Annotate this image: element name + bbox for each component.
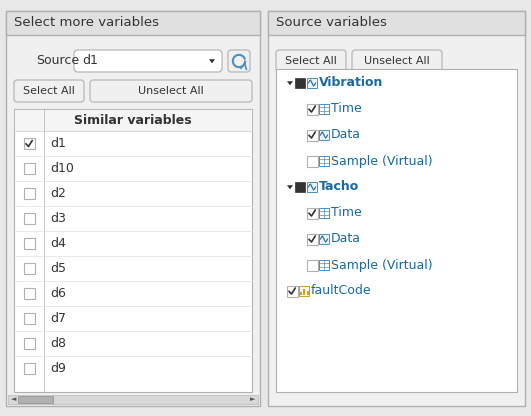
Bar [23,188,35,199]
Text: faultCode: faultCode [311,285,372,297]
Bar [23,213,35,224]
Text: Sample (Virtual): Sample (Virtual) [331,258,433,272]
Text: Unselect All: Unselect All [364,56,430,66]
FancyBboxPatch shape [74,50,222,72]
Text: d4: d4 [50,237,66,250]
Bar [23,263,35,274]
Text: Source: Source [36,54,79,67]
FancyBboxPatch shape [228,50,250,72]
Polygon shape [287,81,293,85]
Bar [287,285,297,297]
FancyBboxPatch shape [276,50,346,72]
Bar [300,292,302,295]
Bar [14,109,252,392]
Bar [306,233,318,245]
Bar [307,78,317,88]
Bar [307,290,309,295]
Bar [319,130,329,140]
Bar [23,138,35,149]
Bar [319,104,329,114]
Bar [306,260,318,270]
Text: Data: Data [331,233,361,245]
Bar [268,11,525,35]
Text: ◄: ◄ [11,396,16,403]
Bar [303,289,305,295]
Bar [6,11,260,35]
Bar [319,156,329,166]
Bar [23,338,35,349]
Bar [295,182,305,192]
Text: d2: d2 [50,187,66,200]
Text: d8: d8 [50,337,66,350]
Text: d6: d6 [50,287,66,300]
Text: d1: d1 [82,54,98,67]
Text: d3: d3 [50,212,66,225]
Text: d9: d9 [50,362,66,375]
Bar [306,129,318,141]
FancyBboxPatch shape [14,80,84,102]
Polygon shape [209,59,215,63]
Text: d7: d7 [50,312,66,325]
Text: d1: d1 [50,137,66,150]
Bar [18,396,53,403]
Bar [295,78,305,88]
Polygon shape [287,185,293,189]
Bar [23,313,35,324]
Bar [306,208,318,218]
Bar [299,286,309,296]
Text: Data: Data [331,129,361,141]
Bar [8,395,258,404]
Bar [23,363,35,374]
Bar [319,234,329,244]
Bar [306,104,318,114]
Bar [319,260,329,270]
Text: Similar variables: Similar variables [74,114,192,126]
Text: Vibration: Vibration [319,77,383,89]
Bar [319,208,329,218]
Text: Source variables: Source variables [276,17,387,30]
Bar [23,288,35,299]
Text: Select more variables: Select more variables [14,17,159,30]
Text: d10: d10 [50,162,74,175]
Bar [23,163,35,174]
FancyBboxPatch shape [90,80,252,102]
Bar [268,11,525,406]
Text: Select All: Select All [285,56,337,66]
Text: d5: d5 [50,262,66,275]
Text: Tacho: Tacho [319,181,359,193]
Text: ►: ► [250,396,255,403]
Text: Time: Time [331,102,362,116]
Text: Sample (Virtual): Sample (Virtual) [331,154,433,168]
Bar [14,109,252,131]
Text: Select All: Select All [23,86,75,96]
Bar [23,238,35,249]
Bar [306,156,318,166]
Text: Unselect All: Unselect All [138,86,204,96]
Bar [276,69,517,392]
Bar [307,182,317,192]
FancyBboxPatch shape [352,50,442,72]
Bar [6,11,260,406]
Text: Time: Time [331,206,362,220]
